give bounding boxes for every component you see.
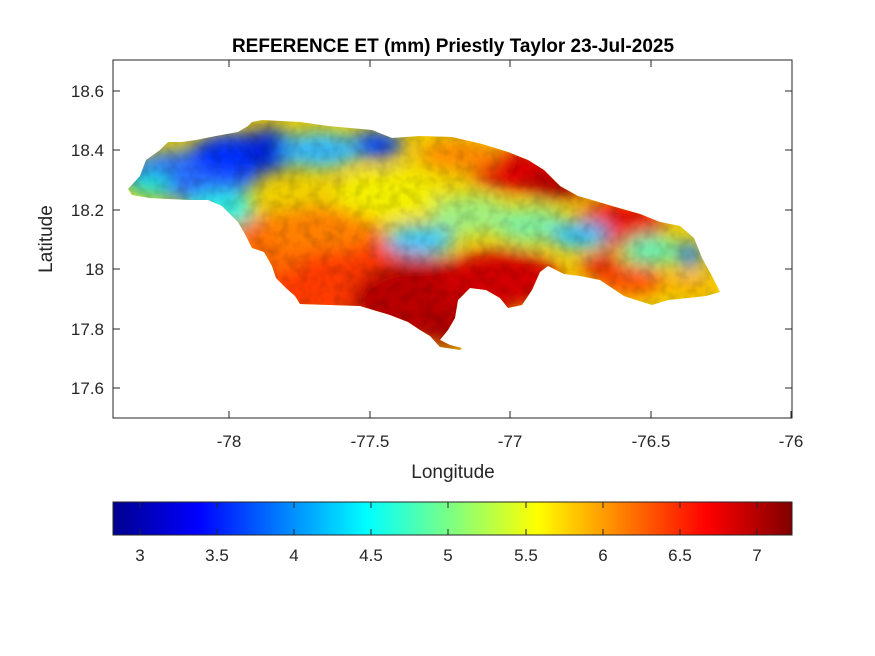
colorbar-tick-label: 4 [289,546,298,565]
colorbar-tick-label: 4.5 [359,546,383,565]
x-tick-label: -78 [217,432,242,451]
colorbar-tick-label: 6.5 [668,546,692,565]
colorbar-tick-label: 6 [598,546,607,565]
x-tick-label: -76.5 [632,432,671,451]
colorbar-tick-label: 5.5 [514,546,538,565]
axis-ticks [113,60,792,418]
x-tick-label: -76 [779,432,804,451]
colorbar-tick-label: 5 [443,546,452,565]
x-tick-label: -77.5 [351,432,390,451]
colorbar: 3 3.5 4 4.5 5 5.5 6 6.5 7 [112,501,793,565]
x-tick-label: -77 [498,432,523,451]
y-tick-label: 17.6 [71,379,104,398]
y-axis-label: Latitude [36,205,57,273]
colorbar-tick-label: 3 [135,546,144,565]
colorbar-gradient [112,501,793,536]
y-tick-label: 18.6 [71,82,104,101]
y-tick-label: 17.8 [71,320,104,339]
colorbar-tick-label: 7 [752,546,761,565]
chart-title: REFERENCE ET (mm) Priestly Taylor 23-Jul… [232,36,674,57]
y-tick-label: 18.4 [71,141,104,160]
colorbar-tick-label: 3.5 [205,546,229,565]
y-tick-label: 18 [85,260,104,279]
y-tick-label: 18.2 [71,201,104,220]
x-axis-label: Longitude [411,462,494,483]
